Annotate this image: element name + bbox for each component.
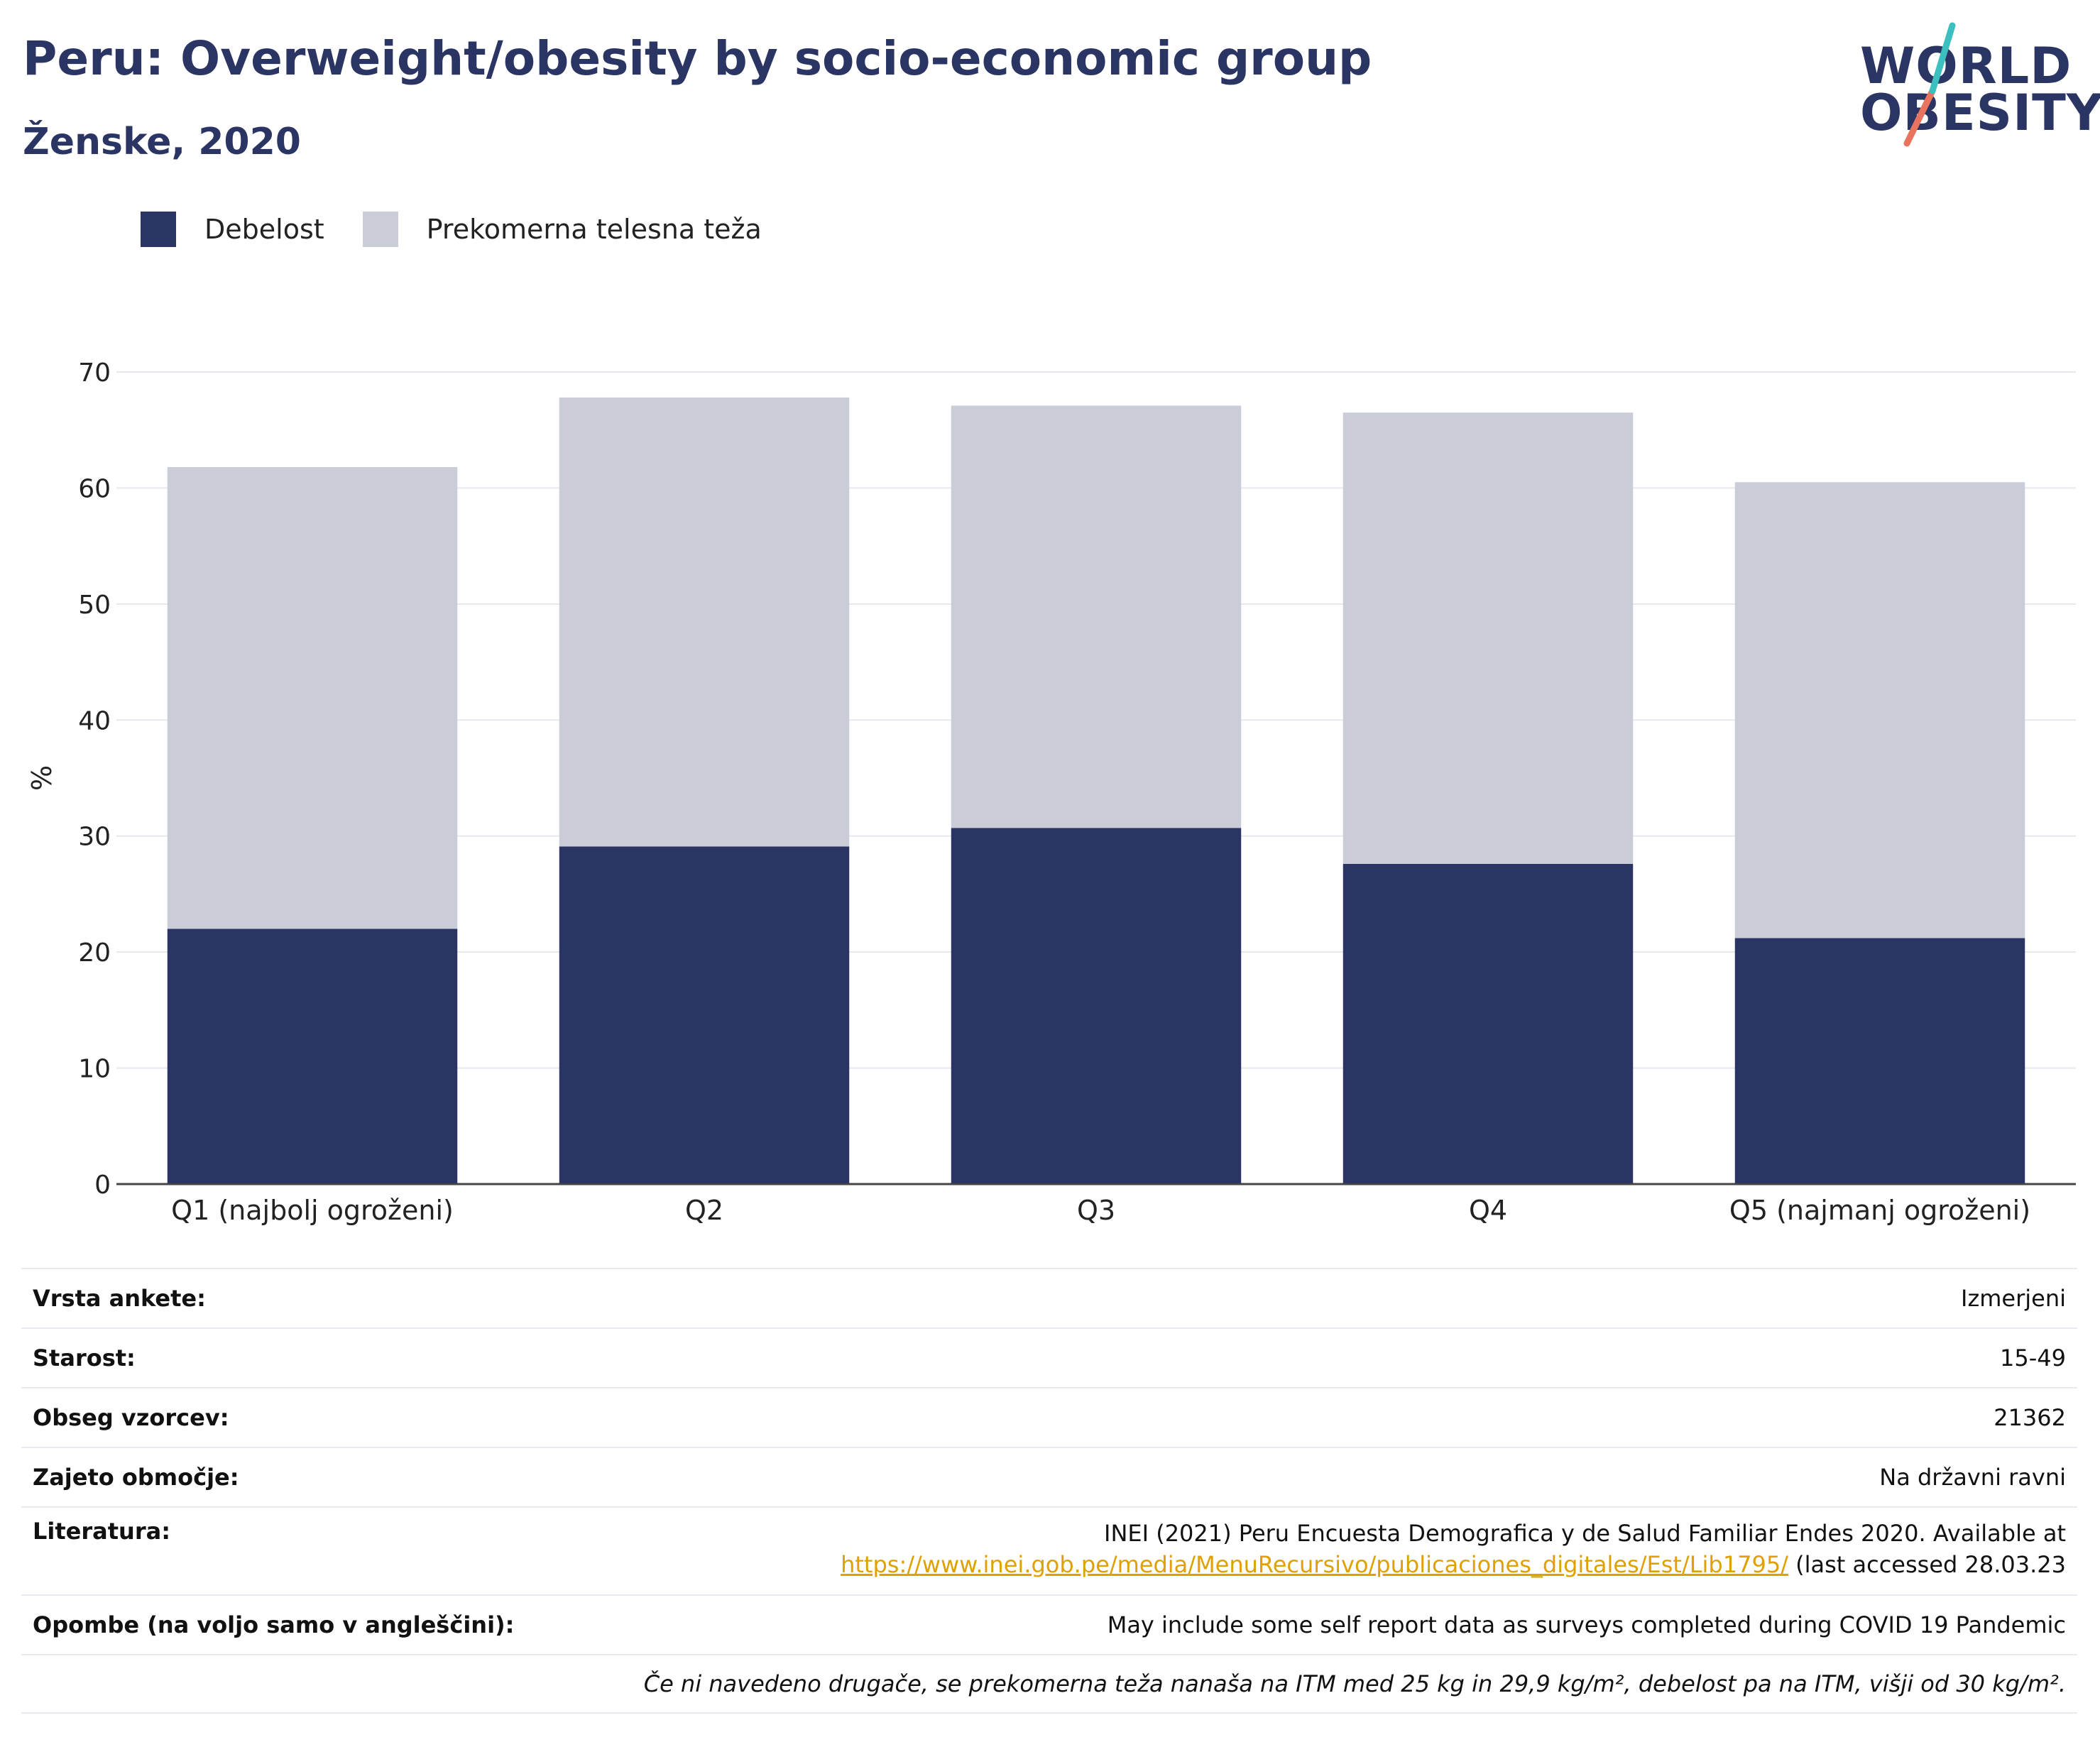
info-row-area: Zajeto območje: Na državni ravni [21,1447,2077,1506]
survey-type-value: Izmerjeni [1961,1285,2066,1312]
age-value: 15-49 [2000,1345,2066,1371]
bar-obesity [559,846,850,1184]
sample-size-label: Obseg vzorcev: [33,1404,229,1431]
info-table: Vrsta ankete: Izmerjeni Starost: 15-49 O… [21,1268,2077,1714]
x-tick-label: Q4 [1469,1195,1507,1226]
legend-swatch-overweight [362,212,398,247]
age-label: Starost: [33,1345,136,1371]
bar-obesity [951,828,1242,1184]
world-obesity-logo: WORLD OBESITY [1846,21,2100,149]
notes-value: May include some self report data as sur… [1107,1611,2066,1638]
area-label: Zajeto območje: [33,1464,239,1491]
bar-overweight [1734,482,2025,938]
sample-size-value: 21362 [1994,1404,2066,1431]
y-tick-label: 50 [78,591,111,620]
info-row-footnote: Če ni navedeno drugače, se prekomerna te… [21,1654,2077,1714]
x-tick-label: Q3 [1077,1195,1115,1226]
info-row-sample-size: Obseg vzorcev: 21362 [21,1387,2077,1447]
bar-obesity [1734,938,2025,1184]
bar-obesity [1342,863,1634,1184]
y-tick-label: 10 [78,1055,111,1084]
reference-text: INEI (2021) Peru Encuesta Demografica y … [1104,1520,2066,1547]
legend-label-obesity: Debelost [204,214,324,245]
chart-subtitle: Ženske, 2020 [23,121,301,163]
bar-overweight [951,405,1242,828]
area-value: Na državni ravni [1879,1464,2066,1491]
info-row-notes: Opombe (na voljo samo v angleščini): May… [21,1594,2077,1654]
y-axis-label: % [26,765,58,791]
y-tick-label: 0 [94,1171,111,1200]
notes-label: Opombe (na voljo samo v angleščini): [33,1611,515,1638]
legend-swatch-obesity [141,212,176,247]
chart-legend: Debelost Prekomerna telesna teža [141,210,800,248]
info-row-reference: Literatura: INEI (2021) Peru Encuesta De… [21,1506,2077,1594]
bar-overweight [167,467,458,929]
x-tick-label: Q1 (najbolj ogroženi) [171,1195,454,1226]
chart-title: Peru: Overweight/obesity by socio-econom… [23,31,1372,86]
definition-footnote: Če ni navedeno drugače, se prekomerna te… [643,1670,2066,1697]
y-tick-label: 60 [78,474,111,503]
reference-link[interactable]: https://www.inei.gob.pe/media/MenuRecurs… [841,1551,1788,1578]
bar-obesity [167,929,458,1184]
y-tick-label: 40 [78,706,111,735]
y-tick-label: 30 [78,823,111,852]
y-tick-label: 20 [78,938,111,968]
logo-line-2: OBESITY [1860,84,2100,142]
reference-access-note: (last accessed 28.03.23 [1788,1551,2066,1578]
survey-type-label: Vrsta ankete: [33,1285,206,1312]
reference-value: INEI (2021) Peru Encuesta Demografica y … [841,1518,2066,1580]
bar-overweight [559,397,850,847]
legend-item-obesity: Debelost [141,212,324,247]
info-row-age: Starost: 15-49 [21,1327,2077,1387]
logo-line-1: WORLD [1860,37,2072,95]
bar-overweight [1342,412,1634,864]
logo-slash-icon [1903,22,1956,147]
reference-label: Literatura: [33,1518,170,1545]
bar-chart: 0 10 20 30 40 50 60 70% Q1 (najbolj ogroženi) Q2 Q… [26,358,2076,1226]
info-row-survey-type: Vrsta ankete: Izmerjeni [21,1268,2077,1327]
x-tick-label: Q5 (najmanj ogroženi) [1729,1195,2030,1226]
legend-label-overweight: Prekomerna telesna teža [426,214,762,245]
legend-item-overweight: Prekomerna telesna teža [362,212,762,247]
y-tick-label: 70 [78,358,111,388]
x-tick-label: Q2 [685,1195,723,1226]
